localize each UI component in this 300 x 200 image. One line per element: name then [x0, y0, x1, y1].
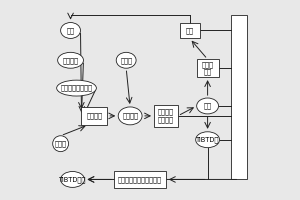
Text: 阴离子表面活性剂: 阴离子表面活性剂	[61, 85, 92, 91]
FancyBboxPatch shape	[231, 15, 247, 179]
Ellipse shape	[196, 132, 220, 148]
FancyBboxPatch shape	[154, 105, 178, 127]
Text: TiBTD液: TiBTD液	[196, 136, 219, 143]
Ellipse shape	[116, 52, 136, 68]
FancyBboxPatch shape	[197, 59, 218, 77]
Text: 双氧水: 双氧水	[120, 57, 132, 64]
Text: 硫化液: 硫化液	[55, 140, 67, 147]
Ellipse shape	[61, 23, 80, 38]
Ellipse shape	[53, 136, 69, 152]
Ellipse shape	[58, 52, 83, 68]
Ellipse shape	[197, 98, 218, 114]
Text: TiBTD成品: TiBTD成品	[59, 176, 86, 183]
FancyBboxPatch shape	[180, 23, 200, 38]
FancyBboxPatch shape	[114, 171, 166, 188]
Ellipse shape	[118, 107, 142, 125]
Text: 乙醇: 乙醇	[186, 27, 194, 34]
Text: 一异丁胺: 一异丁胺	[63, 57, 79, 64]
FancyBboxPatch shape	[82, 107, 107, 125]
Ellipse shape	[57, 80, 96, 96]
Text: 烘干、粉碎、过筛、包装: 烘干、粉碎、过筛、包装	[118, 176, 162, 183]
Ellipse shape	[61, 171, 85, 187]
Text: 过滤、洗
涤、用干: 过滤、洗 涤、用干	[158, 109, 174, 123]
Text: 氧化反应: 氧化反应	[122, 113, 138, 119]
Text: 乙醇: 乙醇	[67, 27, 75, 34]
Text: 母液: 母液	[204, 103, 212, 109]
Text: 多效蒸
发器: 多效蒸 发器	[202, 61, 214, 75]
Text: 螯合反应: 螯合反应	[86, 113, 102, 119]
